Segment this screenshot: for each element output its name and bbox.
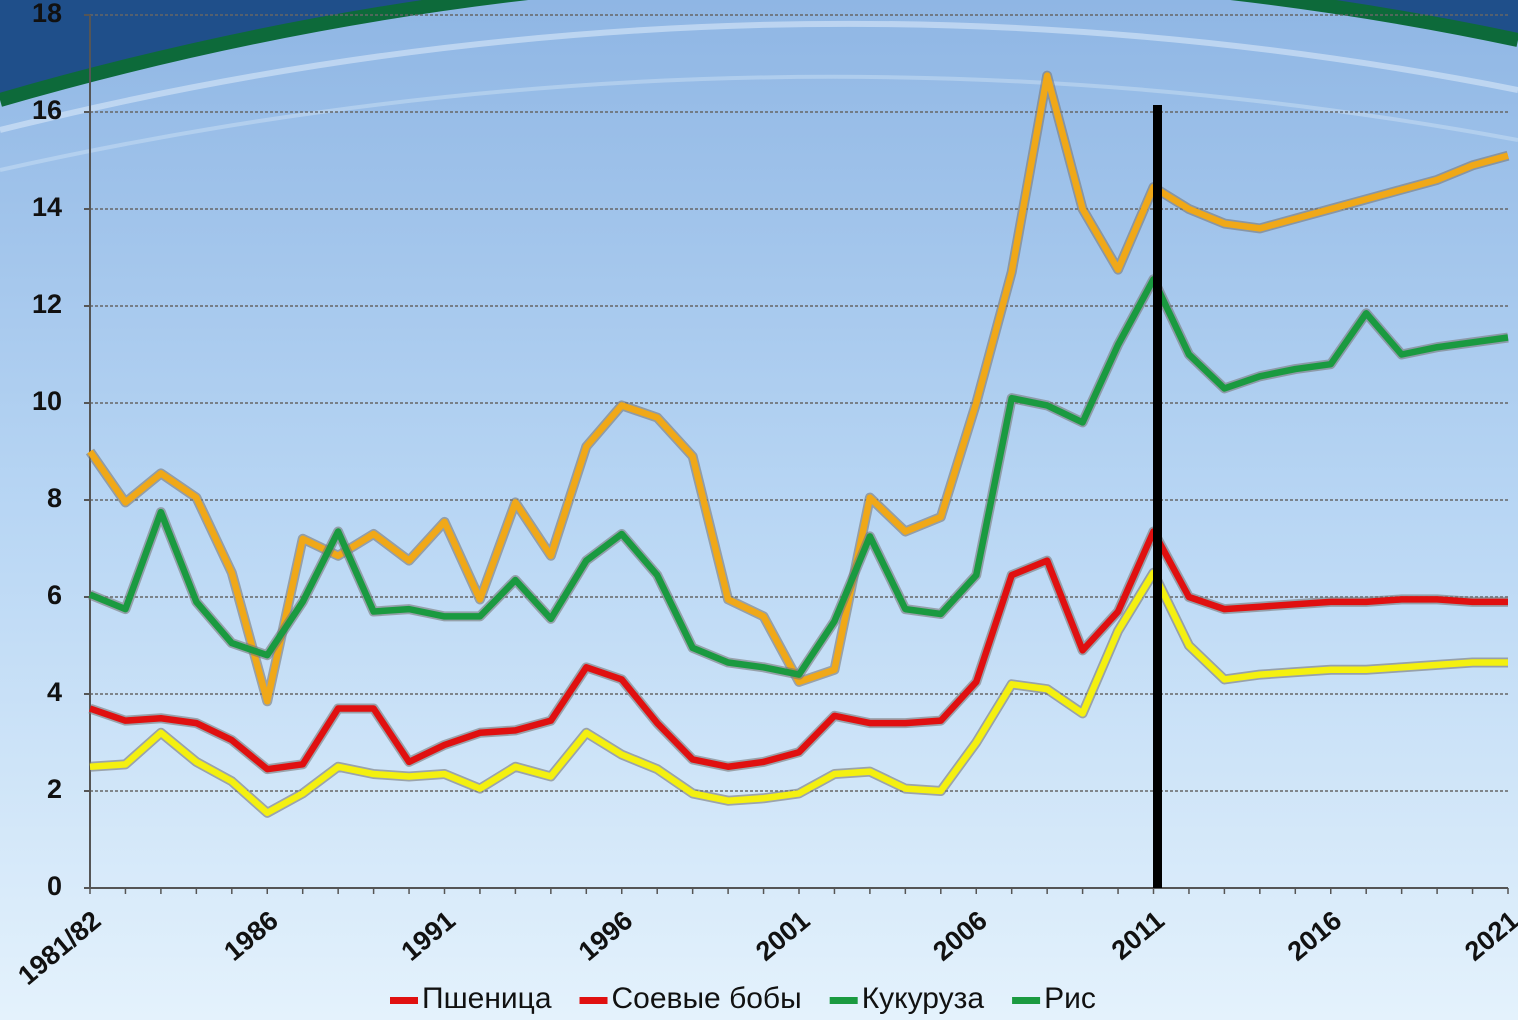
y-tick-label: 8 xyxy=(47,483,62,513)
y-tick-label: 16 xyxy=(32,95,62,125)
series-line xyxy=(88,276,1509,678)
decor-arc xyxy=(0,74,1518,172)
y-tick-label: 4 xyxy=(47,677,62,707)
y-tick-label: 12 xyxy=(32,289,62,319)
y-tick-label: 14 xyxy=(32,192,62,222)
series-line xyxy=(88,528,1508,773)
legend-label: Пшеница xyxy=(422,982,552,1015)
y-tick-label: 2 xyxy=(47,774,62,804)
legend-label: Рис xyxy=(1044,982,1096,1015)
legend-swatch xyxy=(829,997,858,1004)
y-tick-label: 0 xyxy=(47,871,62,901)
header-arc xyxy=(0,0,1518,107)
legend-label: Соевые бобы xyxy=(612,982,802,1015)
legend-swatch xyxy=(1012,997,1041,1004)
series-line xyxy=(89,569,1508,817)
y-tick-label: 6 xyxy=(47,580,62,610)
legend-label: Кукуруза xyxy=(862,982,985,1015)
y-tick-label: 10 xyxy=(32,386,62,416)
decor-arc xyxy=(0,20,1518,133)
legend-swatch xyxy=(579,997,608,1004)
legend-swatch xyxy=(390,997,418,1004)
y-tick-label: 18 xyxy=(32,0,62,28)
